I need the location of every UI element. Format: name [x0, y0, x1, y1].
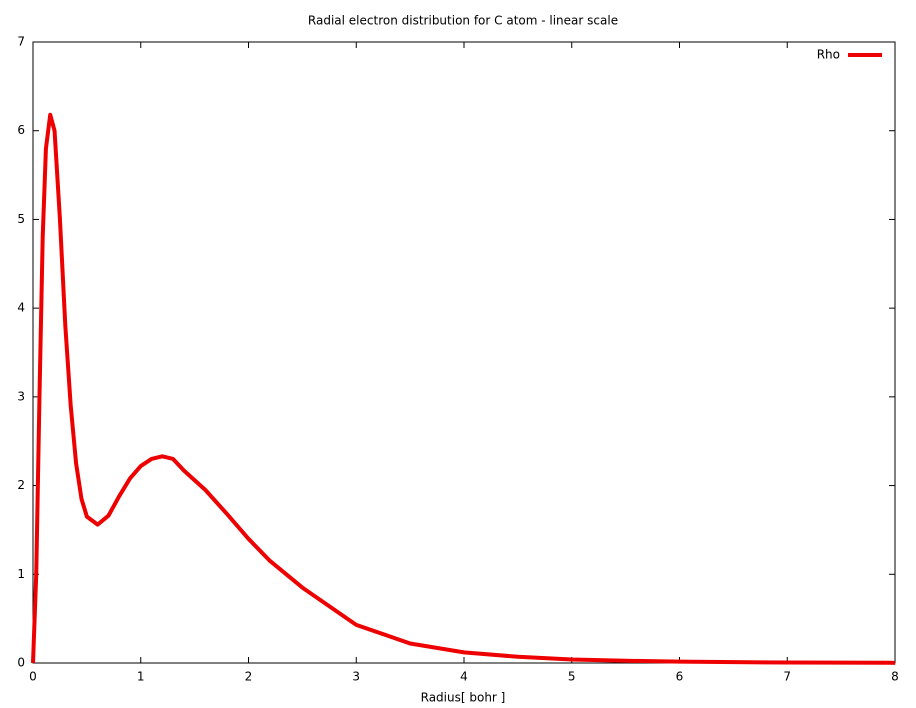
y-tick-label: 1: [17, 567, 25, 581]
y-tick-label: 7: [17, 35, 25, 49]
y-tick-label: 2: [17, 478, 25, 492]
line-series: [31, 112, 896, 665]
x-tick-label: 1: [137, 670, 145, 684]
plot-frame: [32, 41, 896, 664]
y-tick-label: 5: [17, 212, 25, 226]
y-tick-label: 0: [17, 656, 25, 670]
x-tick-label: 0: [29, 670, 37, 684]
y-tick-label: 3: [17, 389, 25, 403]
x-tick-label: 4: [460, 670, 468, 684]
x-tick-label: 3: [352, 670, 360, 684]
y-tick-label: 6: [17, 123, 25, 137]
y-tick-label: 4: [17, 301, 25, 315]
x-tick-label: 7: [783, 670, 791, 684]
x-tick-label: 5: [568, 670, 576, 684]
chart-title: Radial electron distribution for C atom …: [308, 14, 618, 28]
x-tick-label: 8: [891, 670, 899, 684]
x-tick-label: 2: [245, 670, 253, 684]
x-tick-label: 6: [676, 670, 684, 684]
legend-label: Rho: [817, 48, 840, 62]
x-axis-label: Radius[ bohr ]: [421, 691, 506, 705]
